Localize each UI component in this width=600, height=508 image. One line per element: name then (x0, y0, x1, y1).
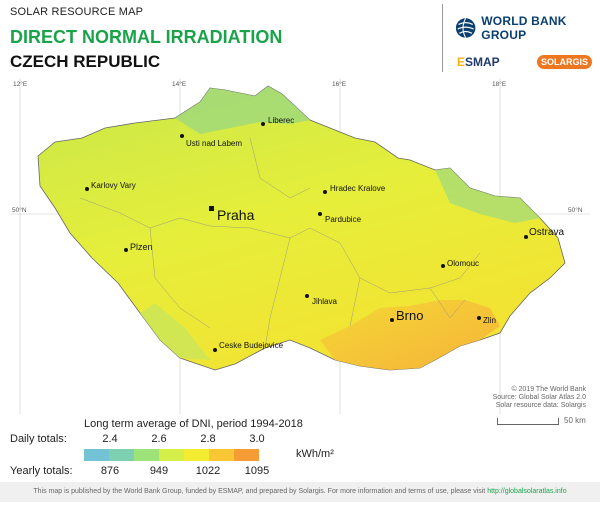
daily-tick: 2.6 (151, 433, 167, 445)
globe-icon (455, 17, 476, 39)
unit-label: kWh/m² (296, 448, 334, 460)
dni-map: Praha Brno Ostrava Plzen Liberec Usti na… (10, 78, 590, 414)
high-dni-zone (320, 300, 500, 370)
city-label-hradec: Hradec Kralove (330, 184, 386, 193)
graticule-label: 18°E (492, 80, 507, 88)
city-label-plzen: Plzen (130, 242, 153, 252)
city-label-usti: Usti nad Labem (186, 139, 242, 148)
yearly-tick: 1022 (195, 465, 221, 477)
swatch (134, 449, 159, 461)
city-markers (85, 122, 528, 352)
daily-tick: 2.4 (102, 433, 118, 445)
daily-tick: 2.8 (200, 433, 216, 445)
swatch (209, 449, 234, 461)
world-bank-logo: WORLD BANK GROUP (455, 14, 600, 42)
low-dni-zone (175, 86, 310, 134)
daily-tick: 3.0 (249, 433, 265, 445)
city-label-olomouc: Olomouc (447, 259, 479, 268)
swatch (234, 449, 259, 461)
swatch (84, 449, 109, 461)
footer-link[interactable]: http://globalsolaratlas.info (487, 488, 567, 495)
color-scale (84, 449, 259, 461)
yearly-totals-label: Yearly totals: (10, 465, 73, 477)
swatch (159, 449, 184, 461)
yearly-tick: 876 (100, 465, 120, 477)
low-dni-zone-east (435, 168, 540, 223)
graticule-label: 12°E (13, 80, 28, 88)
city-label-ceske: Ceske Budejovice (219, 341, 284, 350)
scale-label: 50 km (564, 416, 586, 425)
city-label-zlin: Zlin (483, 316, 496, 325)
map-title: DIRECT NORMAL IRRADIATION (10, 27, 283, 47)
header-divider (442, 4, 443, 72)
country-name: CZECH REPUBLIC (10, 52, 161, 71)
graticule-label: 16°E (332, 80, 347, 88)
city-label-brno: Brno (396, 308, 423, 323)
city-label-jihlava: Jihlava (312, 297, 337, 306)
daily-totals-label: Daily totals: (10, 433, 67, 445)
solargis-logo: SOLARGIS (537, 55, 593, 69)
swatch (184, 449, 209, 461)
scale-bar (497, 418, 559, 425)
region-borders (79, 137, 481, 349)
city-label-praha: Praha (217, 207, 255, 223)
world-bank-label: WORLD BANK GROUP (481, 14, 567, 42)
map-credits: © 2019 The World Bank Source: Global Sol… (492, 386, 586, 409)
footer: This map is published by the World Bank … (0, 482, 600, 502)
city-label-pardubice: Pardubice (325, 215, 362, 224)
footer-text: This map is published by the World Bank … (33, 488, 486, 495)
graticule-label: 50°N (12, 206, 27, 214)
graticule-label: 14°E (172, 80, 187, 88)
city-label-karlovy: Karlovy Vary (91, 181, 136, 190)
swatch (109, 449, 134, 461)
esmap-logo: ESMAP (457, 55, 500, 69)
low-dni-zone-southwest (140, 303, 210, 360)
city-label-liberec: Liberec (268, 116, 294, 125)
overline: SOLAR RESOURCE MAP (10, 6, 144, 18)
yearly-tick: 949 (149, 465, 169, 477)
yearly-tick: 1095 (244, 465, 270, 477)
city-label-ostrava: Ostrava (529, 227, 564, 238)
graticule-label: 50°N (568, 206, 583, 214)
legend-title: Long term average of DNI, period 1994-20… (84, 418, 303, 430)
